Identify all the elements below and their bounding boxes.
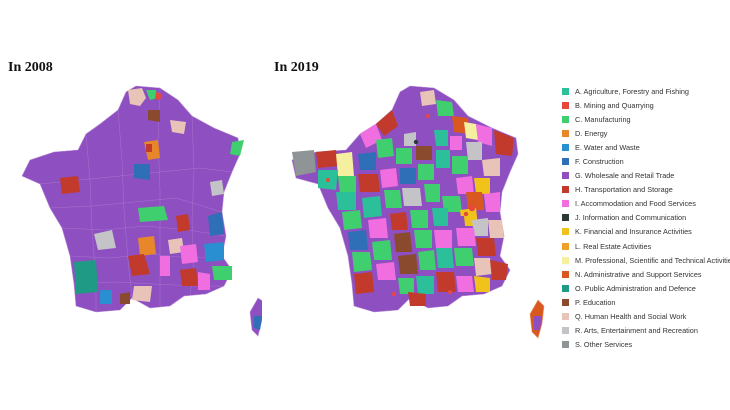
legend-label: C. Manufacturing [575, 114, 631, 124]
legend-label: Q. Human Health and Social Work [575, 312, 687, 322]
legend-item: M. Professional, Scientific and Technica… [562, 253, 730, 267]
legend-item: C. Manufacturing [562, 112, 728, 126]
legend-label: I. Accommodation and Food Services [575, 199, 696, 209]
legend-swatch [562, 158, 569, 166]
legend-swatch [562, 327, 569, 335]
legend-label: E. Water and Waste [575, 142, 640, 152]
legend-item: D. Energy [562, 126, 728, 140]
legend-item: N. Administrative and Support Services [562, 267, 728, 281]
legend-swatch [562, 214, 569, 222]
legend-item: P. Education [562, 295, 728, 309]
legend-label: J. Information and Communication [575, 213, 687, 223]
legend-label: L. Real Estate Activities [575, 241, 652, 251]
legend-label: O. Public Administration and Defence [575, 283, 696, 293]
legend-item: H. Transportation and Storage [562, 183, 728, 197]
legend-swatch [562, 115, 569, 123]
legend-item: K. Financial and Insurance Activities [562, 225, 728, 239]
legend-item: L. Real Estate Activities [562, 239, 728, 253]
legend-item: G. Wholesale and Retail Trade [562, 169, 728, 183]
legend-item: J. Information and Communication [562, 211, 728, 225]
map-title-2008: In 2008 [8, 60, 53, 75]
legend-swatch [562, 256, 569, 264]
legend-swatch [562, 101, 569, 109]
legend-item: A. Agriculture, Forestry and Fishing [562, 84, 728, 98]
legend-item: Q. Human Health and Social Work [562, 310, 728, 324]
legend-swatch [562, 298, 569, 306]
legend-label: H. Transportation and Storage [575, 185, 673, 195]
legend-item: B. Mining and Quarrying [562, 98, 728, 112]
legend-label: N. Administrative and Support Services [575, 269, 702, 279]
legend-swatch [562, 87, 569, 95]
legend-label: D. Energy [575, 128, 608, 138]
legend-swatch [562, 341, 569, 349]
legend-swatch [562, 186, 569, 194]
france-map-2008 [21, 85, 262, 337]
legend-item: S. Other Services [562, 338, 728, 352]
legend-swatch [562, 313, 569, 321]
legend-label: P. Education [575, 297, 616, 307]
legend-item: R. Arts, Entertainment and Recreation [562, 324, 728, 338]
legend-swatch [562, 270, 569, 278]
legend-swatch [562, 200, 569, 208]
legend-label: F. Construction [575, 157, 624, 167]
legend-item: E. Water and Waste [562, 140, 728, 154]
legend-item: O. Public Administration and Defence [562, 281, 728, 295]
legend-label: K. Financial and Insurance Activities [575, 227, 692, 237]
legend-swatch [562, 129, 569, 137]
france-map-2019 [291, 85, 545, 339]
legend-label: R. Arts, Entertainment and Recreation [575, 326, 698, 336]
legend-label: M. Professional, Scientific and Technica… [575, 255, 730, 265]
legend-label: B. Mining and Quarrying [575, 100, 654, 110]
legend-item: F. Construction [562, 154, 728, 168]
legend-swatch [562, 228, 569, 236]
legend-item: I. Accommodation and Food Services [562, 197, 728, 211]
legend: A. Agriculture, Forestry and Fishing B. M… [562, 84, 730, 352]
legend-swatch [562, 172, 569, 180]
legend-swatch [562, 284, 569, 292]
legend-label: A. Agriculture, Forestry and Fishing [575, 86, 689, 96]
legend-swatch [562, 242, 569, 250]
legend-label: G. Wholesale and Retail Trade [575, 171, 675, 181]
legend-label: S. Other Services [575, 340, 633, 350]
legend-swatch [562, 143, 569, 151]
map-title-2019: In 2019 [274, 60, 319, 75]
